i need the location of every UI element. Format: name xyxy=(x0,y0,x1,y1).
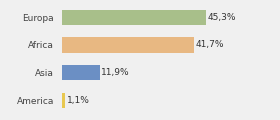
Bar xyxy=(62,10,206,25)
Bar xyxy=(62,65,99,80)
Bar xyxy=(62,93,65,108)
Text: 11,9%: 11,9% xyxy=(101,68,130,77)
Text: 1,1%: 1,1% xyxy=(67,96,90,105)
Bar xyxy=(62,37,195,53)
Text: 45,3%: 45,3% xyxy=(207,13,236,22)
Text: 41,7%: 41,7% xyxy=(196,41,225,49)
